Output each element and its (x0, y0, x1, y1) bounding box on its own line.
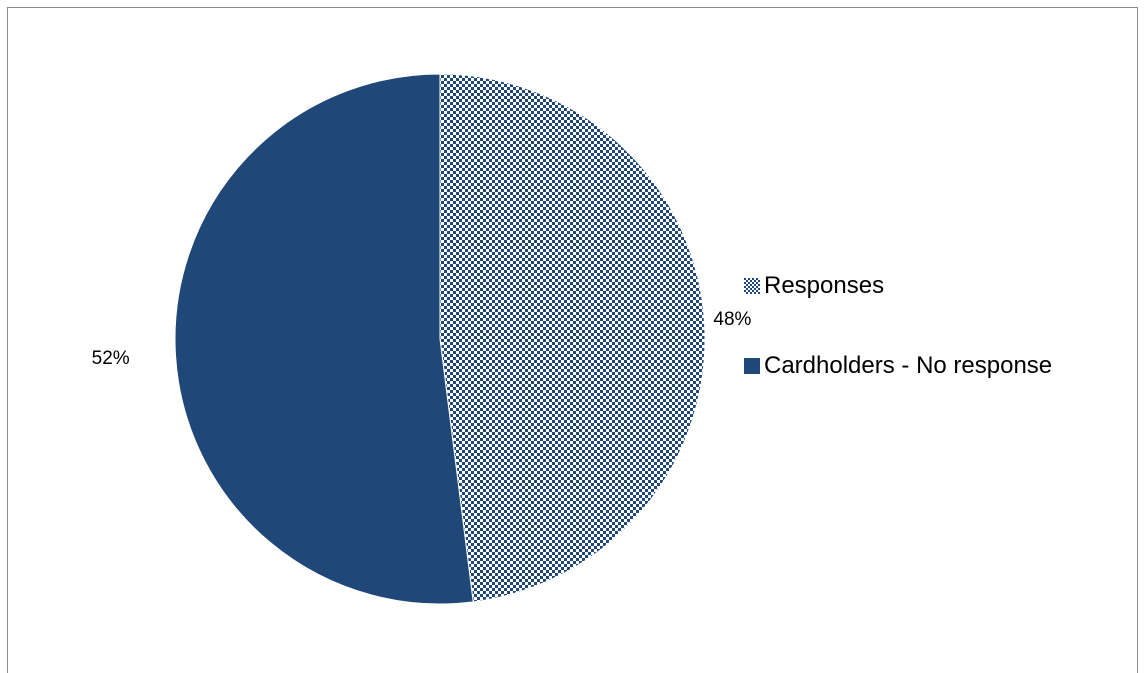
legend: Responses Cardholders - No response (744, 268, 1052, 384)
pie-slice-responses (439, 73, 706, 603)
pie-slice-cardholders-no-response (174, 73, 474, 605)
data-label-cardholders-no-response: 52% (91, 348, 130, 370)
data-label-responses: 48% (713, 309, 752, 331)
legend-label-responses: Responses (764, 272, 885, 299)
legend-swatch-cardholders-no-response (744, 358, 760, 374)
legend-swatch-responses (744, 278, 760, 294)
legend-label-cardholders-no-response: Cardholders - No response (764, 352, 1053, 379)
legend-item-cardholders-no-response: Cardholders - No response (744, 348, 1052, 384)
legend-item-responses: Responses (744, 268, 1052, 304)
